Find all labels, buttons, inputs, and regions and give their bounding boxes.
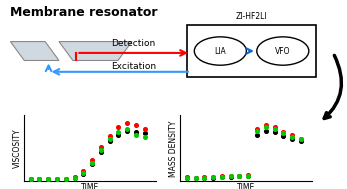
Point: [133, 124, 139, 127]
Point: [54, 178, 60, 181]
Point: [228, 175, 234, 178]
Circle shape: [194, 37, 246, 65]
Point: [193, 177, 198, 180]
Point: [272, 125, 277, 129]
Point: [63, 177, 68, 180]
Point: [125, 122, 130, 125]
Point: [72, 176, 77, 179]
Point: [72, 176, 77, 179]
X-axis label: TIME: TIME: [237, 183, 255, 189]
Point: [89, 159, 95, 162]
Point: [289, 136, 295, 139]
Polygon shape: [10, 42, 59, 60]
Point: [63, 178, 68, 181]
Point: [142, 127, 147, 130]
Point: [281, 131, 286, 134]
Text: VFO: VFO: [275, 46, 290, 56]
Text: Membrane resonator: Membrane resonator: [10, 6, 158, 19]
Point: [133, 131, 139, 134]
Point: [228, 175, 234, 178]
Point: [272, 131, 277, 134]
Point: [254, 129, 260, 132]
Point: [45, 178, 51, 181]
Y-axis label: VISCOSITY: VISCOSITY: [12, 129, 22, 168]
Point: [254, 127, 260, 130]
Point: [107, 137, 112, 140]
Point: [219, 175, 225, 178]
Point: [36, 178, 42, 181]
Point: [298, 137, 304, 140]
Point: [237, 174, 242, 177]
Point: [193, 177, 198, 180]
Point: [263, 125, 269, 129]
Point: [98, 146, 104, 149]
Point: [237, 174, 242, 177]
X-axis label: TIME: TIME: [81, 183, 99, 189]
Text: Detection: Detection: [111, 39, 156, 48]
Point: [89, 163, 95, 166]
Point: [63, 178, 68, 181]
Y-axis label: MASS DENSITY: MASS DENSITY: [169, 120, 178, 177]
Point: [116, 133, 121, 136]
Point: [245, 174, 251, 177]
Text: LIA: LIA: [214, 46, 226, 56]
Polygon shape: [59, 42, 132, 60]
Point: [184, 177, 189, 180]
Point: [289, 133, 295, 136]
Point: [36, 177, 42, 180]
Point: [81, 170, 86, 173]
Point: [281, 132, 286, 135]
Point: [81, 172, 86, 175]
Point: [125, 127, 130, 130]
Point: [45, 178, 51, 181]
Point: [28, 178, 33, 181]
Point: [125, 129, 130, 132]
Point: [245, 174, 251, 177]
Point: [184, 176, 189, 179]
Point: [45, 177, 51, 180]
Point: [193, 176, 198, 179]
Point: [72, 177, 77, 180]
Text: ZI-HF2LI: ZI-HF2LI: [236, 12, 268, 21]
Point: [210, 176, 216, 179]
Point: [98, 150, 104, 153]
Point: [219, 175, 225, 178]
Point: [116, 131, 121, 134]
Point: [210, 176, 216, 179]
Point: [133, 133, 139, 136]
Point: [202, 176, 207, 179]
Point: [89, 161, 95, 164]
Point: [272, 127, 277, 130]
Point: [298, 138, 304, 141]
Point: [263, 129, 269, 132]
FancyBboxPatch shape: [187, 25, 316, 77]
Point: [245, 174, 251, 177]
Point: [202, 176, 207, 179]
Point: [298, 139, 304, 143]
Point: [228, 175, 234, 178]
Point: [142, 136, 147, 139]
Point: [107, 139, 112, 143]
Point: [36, 178, 42, 181]
Point: [142, 132, 147, 135]
Point: [54, 178, 60, 181]
Point: [184, 177, 189, 180]
Circle shape: [257, 37, 309, 65]
Point: [107, 135, 112, 138]
Point: [28, 178, 33, 181]
Point: [289, 137, 295, 140]
Point: [263, 124, 269, 127]
Point: [281, 135, 286, 138]
Point: [254, 133, 260, 136]
Point: [116, 125, 121, 129]
Point: [81, 171, 86, 174]
Point: [98, 149, 104, 152]
Text: Excitation: Excitation: [111, 62, 156, 71]
Point: [210, 176, 216, 179]
Point: [28, 177, 33, 180]
Point: [237, 174, 242, 177]
Point: [202, 176, 207, 179]
Point: [219, 175, 225, 178]
Point: [54, 177, 60, 180]
